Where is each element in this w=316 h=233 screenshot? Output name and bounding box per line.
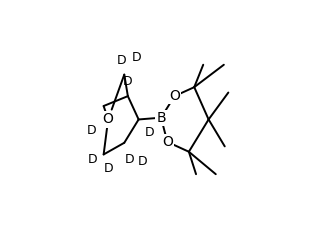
Text: B: B <box>156 111 166 125</box>
Text: D: D <box>123 75 133 88</box>
Text: D: D <box>125 153 135 166</box>
Text: D: D <box>104 162 113 175</box>
Text: O: O <box>169 89 180 103</box>
Text: D: D <box>86 124 96 137</box>
Text: O: O <box>103 113 113 127</box>
Text: D: D <box>132 51 142 64</box>
Text: D: D <box>137 155 147 168</box>
Text: D: D <box>117 54 126 67</box>
Text: O: O <box>162 135 173 149</box>
Text: D: D <box>88 153 98 166</box>
Text: D: D <box>145 127 154 139</box>
